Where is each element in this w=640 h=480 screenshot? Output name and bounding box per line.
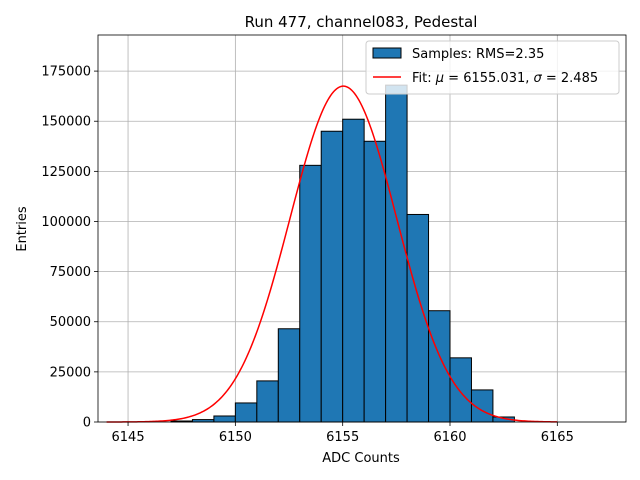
y-tick-label: 150000 bbox=[41, 115, 91, 130]
histogram-bar bbox=[342, 118, 365, 423]
x-axis-label: ADC Counts bbox=[322, 451, 400, 466]
y-tick-label: 50000 bbox=[50, 315, 91, 330]
legend-label-fit: Fit: μ = 6155.031, σ = 2.485 bbox=[412, 71, 598, 86]
y-tick-label: 125000 bbox=[41, 165, 91, 180]
fit-curve-line bbox=[106, 85, 558, 423]
histogram-bar bbox=[213, 415, 236, 423]
legend-label-samples: Samples: RMS=2.35 bbox=[412, 47, 544, 62]
y-axis-ticks: 0 25000 50000 75000 100000 125000 150000 175000 bbox=[41, 65, 98, 431]
histogram-bar bbox=[428, 310, 451, 423]
histogram-bar bbox=[320, 130, 344, 423]
legend-fit-mu-symbol: μ bbox=[435, 71, 444, 86]
y-tick-label: 100000 bbox=[41, 215, 91, 230]
x-tick-label: 6145 bbox=[112, 430, 145, 445]
histogram-bar bbox=[256, 380, 279, 423]
legend-fit-prefix: Fit: bbox=[412, 71, 436, 86]
legend-box bbox=[365, 40, 620, 95]
histogram-bar bbox=[299, 164, 322, 423]
histogram-bar bbox=[385, 84, 408, 423]
legend-fit-sigma-value: = 2.485 bbox=[542, 71, 598, 86]
y-tick-label: 0 bbox=[83, 416, 91, 431]
histogram-bar bbox=[363, 140, 387, 423]
chart-title: Run 477, channel083, Pedestal bbox=[245, 13, 478, 31]
y-tick-label: 175000 bbox=[41, 65, 91, 80]
histogram-bar bbox=[277, 328, 301, 423]
x-tick-label: 6155 bbox=[326, 430, 359, 445]
histogram-bar bbox=[234, 402, 258, 423]
plot-frame bbox=[97, 34, 627, 423]
legend-fit-mu-value: = 6155.031, bbox=[444, 71, 533, 86]
histogram-bar bbox=[449, 357, 472, 423]
y-axis-label: Entries bbox=[15, 206, 30, 252]
legend-swatch-samples bbox=[372, 47, 402, 59]
legend-fit-sigma-symbol: σ bbox=[534, 71, 543, 86]
legend: Samples: RMS=2.35 Fit: μ = 6155.031, σ =… bbox=[365, 40, 620, 95]
y-tick-label: 75000 bbox=[50, 265, 91, 280]
x-tick-label: 6150 bbox=[219, 430, 252, 445]
y-tick-label: 25000 bbox=[50, 365, 91, 380]
x-tick-label: 6160 bbox=[433, 430, 466, 445]
x-axis-ticks: 6145 6150 6155 6160 6165 bbox=[112, 422, 574, 445]
x-tick-label: 6165 bbox=[541, 430, 574, 445]
